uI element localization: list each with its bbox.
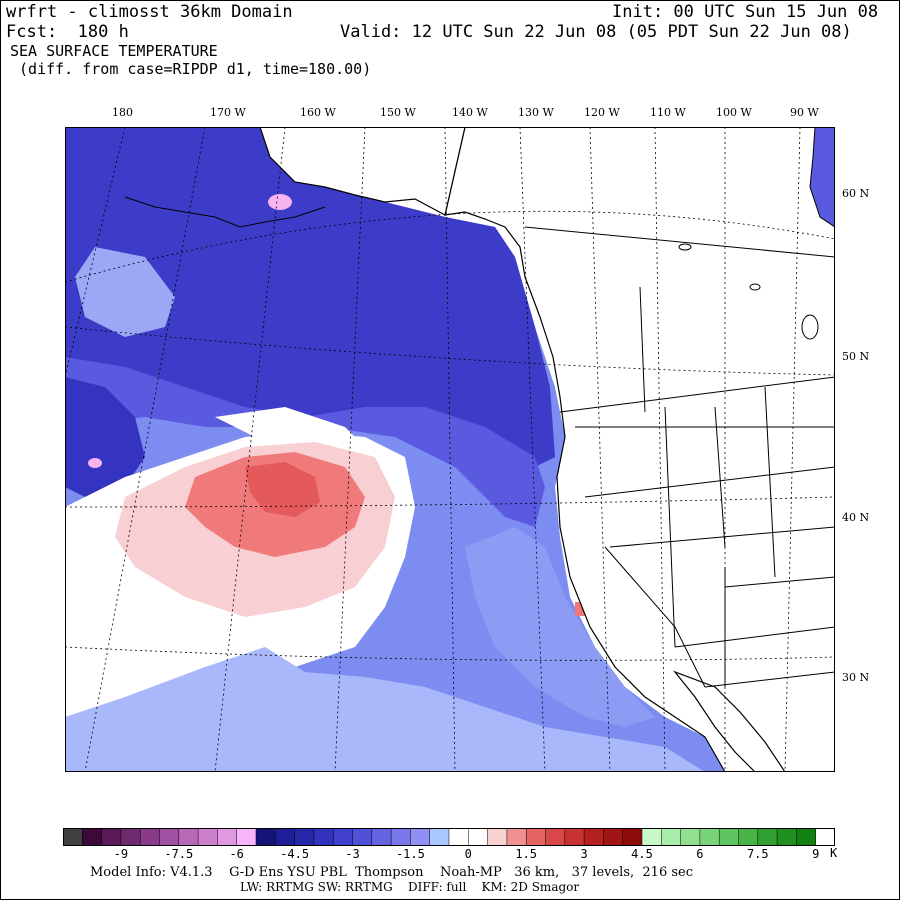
colorbar-swatch [776, 828, 797, 846]
ocean-pale-west [75, 247, 175, 337]
colorbar-tick-label: 4.5 [631, 847, 653, 861]
forecast-hour: Fcst: 180 h [6, 22, 129, 42]
political-borders [524, 226, 835, 688]
colorbar-tick-label: 6 [696, 847, 704, 861]
lon-label-110w: 110 W [650, 106, 686, 119]
colorbar-swatch [487, 828, 508, 846]
colorbar-tick-label: 3 [580, 847, 588, 861]
colorbar-swatch [796, 828, 817, 846]
lat-label-50n: 50 N [842, 350, 870, 363]
colorbar [63, 828, 835, 846]
ocean-warm-core [245, 462, 320, 517]
lat-label-30n: 30 N [842, 671, 870, 684]
baja-peninsula [673, 670, 786, 772]
field-description: (diff. from case=RIPDP d1, time=180.00) [10, 60, 372, 78]
colorbar-tick-label: -3 [345, 847, 360, 861]
colorbar-swatch [63, 828, 83, 846]
lon-label-170w: 170 W [210, 106, 246, 119]
ocean-coastal-light [465, 527, 655, 727]
north-america-land [444, 127, 835, 772]
colorbar-swatch [815, 828, 835, 846]
graticule [65, 127, 835, 772]
colorbar-swatch [82, 828, 103, 846]
lakes [678, 243, 819, 340]
colorbar-swatch [275, 828, 296, 846]
hudson-bay-water [809, 127, 835, 228]
lat-label-60n: 60 N [842, 187, 870, 200]
colorbar-tick-label: -6 [229, 847, 244, 861]
sst-difference-map [65, 127, 835, 772]
colorbar-swatch [120, 828, 141, 846]
colorbar-tick-label: 9 [812, 847, 820, 861]
alaska-land [259, 127, 466, 216]
init-time: Init: 00 UTC Sun 15 Jun 08 [612, 2, 879, 22]
colorbar-swatch [680, 828, 701, 846]
lon-label-160w: 160 W [300, 106, 336, 119]
colorbar-swatch [410, 828, 431, 846]
model-title: wrfrt - climosst 36km Domain [6, 2, 293, 22]
colorbar-swatch [506, 828, 527, 846]
colorbar-swatch [718, 828, 740, 846]
valid-time: Valid: 12 UTC Sun 22 Jun 08 (05 PDT Sun … [340, 22, 852, 42]
ocean-neutral-north [215, 407, 365, 447]
colorbar-unit: K [830, 846, 838, 860]
colorbar-swatch [371, 828, 392, 846]
colorbar-swatch [159, 828, 180, 846]
colorbar-swatch [564, 828, 585, 846]
colorbar-swatch [236, 828, 257, 846]
lon-label-180: 180 [112, 106, 133, 119]
aleutian-islands [124, 196, 326, 228]
ocean-pale-blue-south [65, 647, 705, 772]
colorbar-swatch [197, 828, 218, 846]
colorbar-swatch [139, 828, 161, 846]
colorbar-swatch [641, 828, 662, 846]
colorbar-swatch [545, 828, 566, 846]
lon-label-140w: 140 W [452, 106, 488, 119]
lon-label-150w: 150 W [380, 106, 416, 119]
colorbar-swatch [352, 828, 373, 846]
model-info-line1: Model Info: V4.1.3 G-D Ens YSU PBL Thomp… [90, 865, 693, 880]
colorbar-swatch [255, 828, 276, 846]
lon-label-120w: 120 W [584, 106, 620, 119]
map-border [65, 127, 835, 772]
model-info-line2: LW: RRTMG SW: RRTMG DIFF: full KM: 2D Sm… [240, 880, 580, 894]
colorbar-swatch [448, 828, 469, 846]
colorbar-swatch [757, 828, 778, 846]
colorbar-tick-label: 7.5 [746, 847, 769, 861]
colorbar-swatch [738, 828, 759, 846]
colorbar-swatch [525, 828, 547, 846]
colorbar-swatch [178, 828, 199, 846]
pink-spot-west [88, 458, 102, 468]
pink-spot-alaska [268, 194, 292, 210]
colorbar-swatch [699, 828, 720, 846]
colorbar-swatch [583, 828, 604, 846]
ocean-deep-blue-west [65, 377, 145, 497]
colorbar-swatch [294, 828, 315, 846]
colorbar-swatch [429, 828, 450, 846]
colorbar-swatch [101, 828, 122, 846]
colorbar-tick-label: 1.5 [515, 847, 538, 861]
colorbar-swatch [622, 828, 643, 846]
colorbar-tick-label: -7.5 [164, 847, 194, 861]
colorbar-tick-label: -9 [113, 847, 129, 861]
colorbar-swatch [217, 828, 238, 846]
colorbar-swatch [313, 828, 334, 846]
colorbar-swatch [468, 828, 489, 846]
colorbar-swatch [661, 828, 682, 846]
colorbar-tick-label: -1.5 [395, 847, 425, 861]
lon-label-130w: 130 W [518, 106, 554, 119]
lat-label-40n: 40 N [842, 511, 870, 524]
colorbar-swatch [603, 828, 624, 846]
lon-label-90w: 90 W [790, 106, 819, 119]
colorbar-tick-label: -4.5 [280, 847, 310, 861]
field-name: SEA SURFACE TEMPERATURE [10, 42, 218, 60]
lon-label-100w: 100 W [716, 106, 752, 119]
colorbar-swatch [390, 828, 411, 846]
ocean-mid-blue-band [65, 357, 545, 527]
colorbar-tick-label: 0 [464, 847, 472, 861]
colorbar-swatch [332, 828, 354, 846]
